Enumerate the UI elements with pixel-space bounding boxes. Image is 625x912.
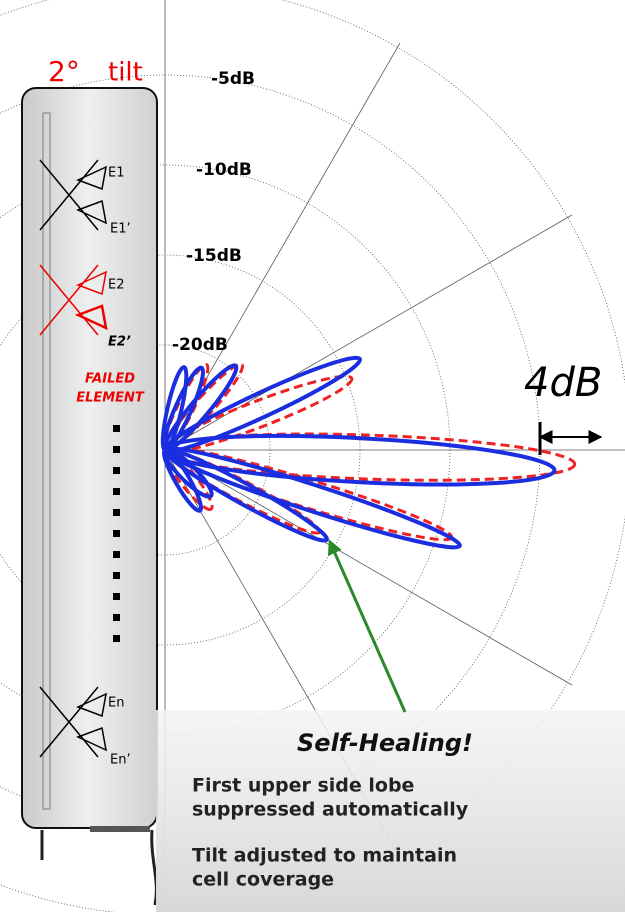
element-antenna xyxy=(76,692,107,718)
pattern-after xyxy=(162,433,557,487)
dot xyxy=(113,572,120,579)
ring-label: -10dB xyxy=(196,160,252,180)
ellipsis xyxy=(113,425,120,642)
element-antenna xyxy=(76,726,107,752)
dot xyxy=(113,635,120,642)
element-symbol xyxy=(39,686,99,758)
delta-label: 4dB xyxy=(524,360,602,406)
element-symbol xyxy=(39,159,99,231)
pattern-before xyxy=(163,432,577,482)
ring-label: -15dB xyxy=(186,246,242,266)
tilt-angle: 2° xyxy=(48,55,80,88)
antenna-panel xyxy=(21,87,158,829)
callout-box xyxy=(156,710,625,912)
callout-title: Self-Healing! xyxy=(297,729,473,757)
element-label: E1’ xyxy=(110,222,131,237)
radiation-pattern xyxy=(160,355,577,550)
element-symbol xyxy=(39,264,99,336)
element-label: En’ xyxy=(110,753,131,768)
element-label: E1 xyxy=(108,166,125,181)
callout-arrow xyxy=(327,539,407,713)
pattern-after xyxy=(161,447,204,513)
dot xyxy=(113,446,120,453)
antenna-base xyxy=(90,826,150,832)
callout-point: cell coverage xyxy=(192,869,334,891)
failed-label: ELEMENT xyxy=(76,391,145,406)
elements: E1 E1’ E2 E2’ En En’ xyxy=(39,159,131,768)
pattern-after xyxy=(162,447,329,543)
cables xyxy=(40,829,158,906)
element-antenna xyxy=(76,199,107,225)
dot xyxy=(113,425,120,432)
dot xyxy=(113,593,120,600)
ring-label: -5dB xyxy=(211,69,255,89)
failed-label: FAILED xyxy=(85,372,135,387)
callout-point: Tilt adjusted to maintain xyxy=(192,845,457,867)
dot xyxy=(113,614,120,621)
element-label: E2’ xyxy=(108,335,131,350)
dot xyxy=(113,467,120,474)
tilt-label: tilt xyxy=(108,58,143,88)
callout-point: suppressed automatically xyxy=(192,799,469,821)
element-antenna xyxy=(76,165,107,191)
dot xyxy=(113,488,120,495)
element-label: E2 xyxy=(108,278,125,293)
antenna-strip xyxy=(42,112,51,810)
element-antenna xyxy=(74,304,108,331)
dot xyxy=(113,509,120,516)
callout-point: First upper side lobe xyxy=(192,775,414,797)
spoke xyxy=(164,449,573,686)
dot xyxy=(113,551,120,558)
dot xyxy=(113,530,120,537)
element-antenna xyxy=(76,270,107,296)
ring-label: -20dB xyxy=(172,335,228,355)
element-label: En xyxy=(108,696,124,711)
